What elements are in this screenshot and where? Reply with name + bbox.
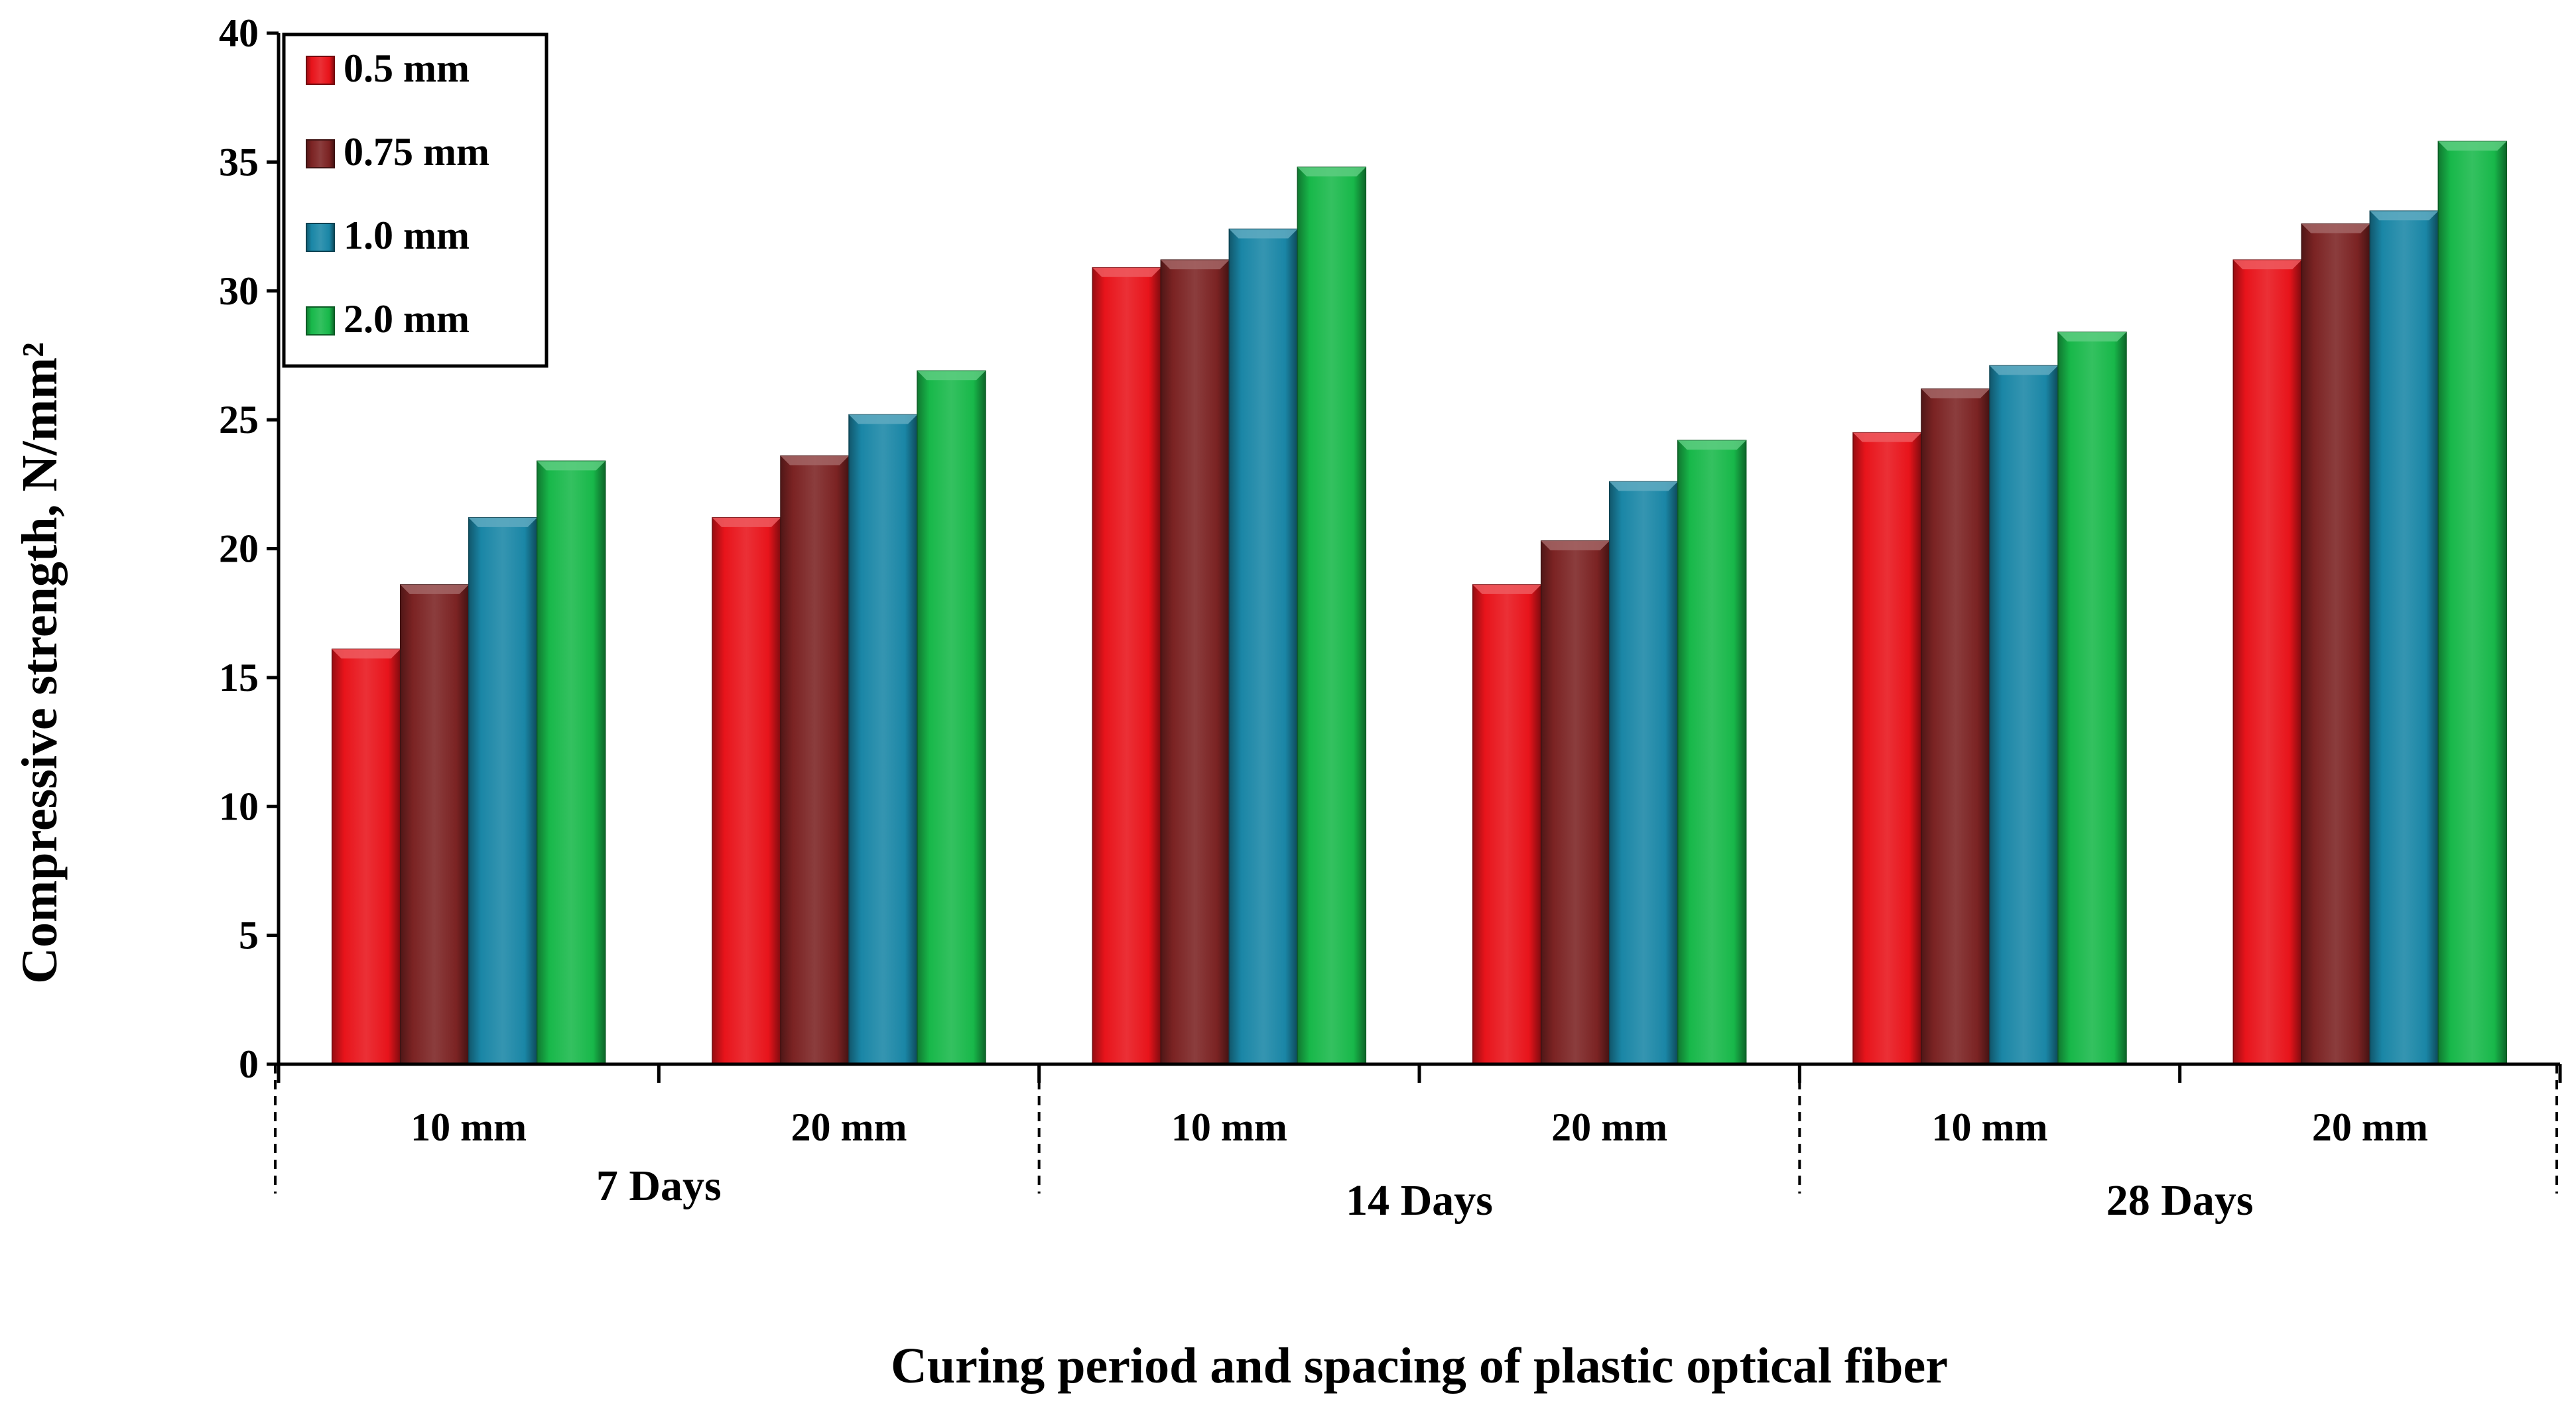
y-tick-label: 25	[219, 398, 259, 442]
x-category-label: 20 mm	[1551, 1105, 1667, 1149]
bar-1-0-mm-cat-5	[2369, 210, 2439, 1065]
bar-bevel-2-2	[1229, 229, 1298, 239]
group-dividers-layer: 7 Days 14 Days 28 Days	[274, 1064, 2558, 1225]
bar-2-0-mm-cat-5	[2437, 141, 2508, 1065]
bar-bevel-2-3	[1609, 481, 1678, 491]
bar-1-0-mm-cat-4	[1989, 365, 2059, 1065]
x-category-label: 10 mm	[1932, 1105, 2048, 1149]
legend-label: 1.0 mm	[344, 214, 470, 257]
bar-1-0-mm-cat-3	[1608, 481, 1679, 1065]
group-label: 7 Days	[596, 1162, 722, 1210]
bar-bevel-0-4	[1853, 432, 1921, 442]
bar-bevel-1-5	[2301, 223, 2370, 233]
y-ticks-layer: 0 5 10 15 20 25 30 35 40	[219, 11, 279, 1086]
bar-0-75-mm-cat-2	[1160, 259, 1230, 1065]
y-tick-label: 30	[219, 269, 259, 313]
bar-1-0-mm-cat-0	[468, 517, 538, 1065]
y-tick-label: 15	[219, 656, 259, 700]
legend-swatch	[306, 306, 335, 336]
legend-label: 0.5 mm	[344, 46, 470, 90]
bar-bevel-2-1	[849, 414, 917, 424]
legend-swatch	[306, 56, 335, 85]
y-tick-label: 5	[239, 914, 259, 957]
bar-bevel-0-5	[2233, 260, 2302, 270]
y-tick-label: 20	[219, 527, 259, 571]
bar-2-0-mm-cat-0	[536, 460, 606, 1065]
legend-swatch	[306, 139, 335, 168]
bar-bevel-3-0	[537, 461, 606, 471]
x-category-label: 20 mm	[2312, 1105, 2428, 1149]
bar-2-0-mm-cat-2	[1297, 166, 1367, 1065]
bar-bevel-3-1	[917, 371, 986, 381]
bar-bevel-3-4	[2058, 332, 2126, 341]
y-tick-label: 40	[219, 11, 259, 55]
bar-bevel-3-5	[2438, 141, 2507, 151]
bar-0-5-mm-cat-0	[331, 648, 401, 1065]
bar-0-75-mm-cat-0	[399, 584, 470, 1065]
bar-bevel-2-4	[1990, 365, 2058, 375]
x-category-label: 10 mm	[1171, 1105, 1287, 1149]
bar-0-75-mm-cat-4	[1921, 388, 1990, 1065]
x-category-label: 20 mm	[791, 1105, 907, 1149]
bar-2-0-mm-cat-3	[1677, 440, 1747, 1065]
bar-bevel-0-1	[712, 517, 781, 527]
bar-bevel-0-3	[1472, 584, 1541, 594]
group-label: 14 Days	[1346, 1176, 1493, 1225]
y-axis-title: Compressive strength, N/mm²	[12, 342, 68, 984]
bar-0-75-mm-cat-3	[1540, 540, 1610, 1065]
group-label: 28 Days	[2106, 1176, 2254, 1225]
bar-2-0-mm-cat-1	[917, 370, 986, 1065]
bar-bevel-3-3	[1677, 440, 1746, 450]
legend-label: 0.75 mm	[344, 130, 489, 174]
bar-bevel-0-0	[332, 649, 401, 659]
bar-bevel-1-2	[1161, 260, 1230, 270]
bar-0-5-mm-cat-4	[1852, 432, 1922, 1065]
bars-layer	[331, 141, 2508, 1065]
x-category-label: 10 mm	[411, 1105, 527, 1149]
bar-bevel-2-0	[468, 517, 537, 527]
bar-bevel-1-1	[781, 456, 849, 465]
y-tick-label: 10	[219, 784, 259, 828]
bar-bevel-2-5	[2370, 211, 2439, 221]
bar-bevel-3-2	[1297, 167, 1366, 177]
bar-1-0-mm-cat-2	[1228, 228, 1299, 1065]
bar-2-0-mm-cat-4	[2057, 332, 2127, 1065]
bar-1-0-mm-cat-1	[848, 414, 918, 1065]
legend-label: 2.0 mm	[344, 297, 470, 341]
bar-0-75-mm-cat-5	[2301, 223, 2371, 1065]
bar-0-5-mm-cat-1	[712, 517, 781, 1065]
bar-bevel-1-3	[1541, 540, 1610, 550]
bar-0-5-mm-cat-5	[2232, 259, 2303, 1065]
x-axis-title: Curing period and spacing of plastic opt…	[891, 1338, 1948, 1394]
legend-swatch	[306, 223, 335, 252]
bar-0-5-mm-cat-3	[1472, 584, 1542, 1065]
y-tick-label: 35	[219, 140, 259, 184]
bar-0-75-mm-cat-1	[780, 455, 850, 1065]
bar-bevel-0-2	[1092, 267, 1161, 277]
bar-bevel-1-0	[400, 584, 469, 594]
y-tick-label: 0	[239, 1042, 259, 1086]
legend: 0.5 mm 0.75 mm 1.0 mm 2.0 mm	[282, 32, 548, 368]
x-ticks-layer: 10 mm 20 mm 10 mm 20 mm 10 mm 20 mm	[277, 1064, 2562, 1149]
bar-0-5-mm-cat-2	[1092, 267, 1162, 1065]
bar-bevel-1-4	[1921, 389, 1990, 399]
